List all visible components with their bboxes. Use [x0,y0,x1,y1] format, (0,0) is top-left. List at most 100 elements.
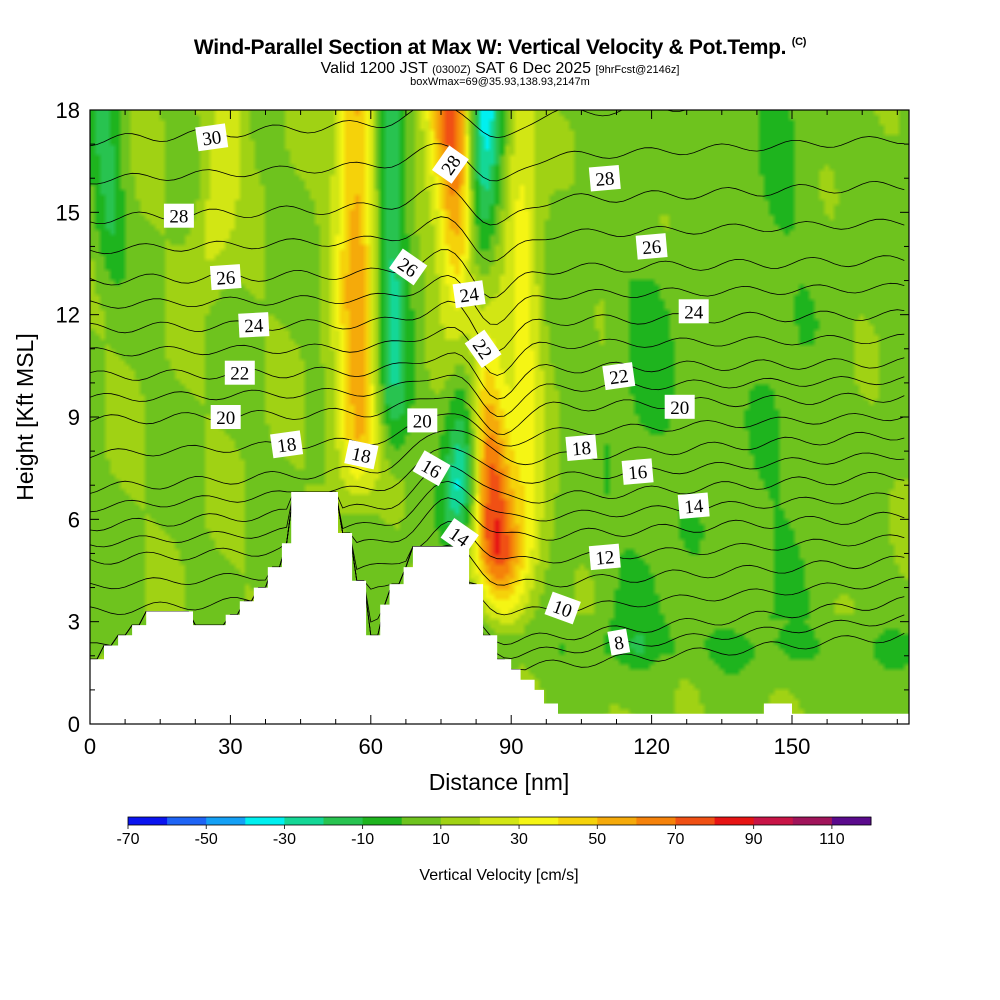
theta-label-text: 22 [608,366,630,389]
theta-contour-line [90,216,905,262]
colorbar-segment [323,817,364,825]
y-tick-label: 6 [68,507,80,532]
colorbar-segment [245,817,285,825]
colorbar-tick-label: 50 [588,831,606,848]
theta-label-text: 22 [230,364,249,385]
valid-prefix: Valid 1200 JST [320,60,428,77]
theta-label: 18 [344,439,379,470]
colorbar-frame [127,816,872,826]
theta-label: 28 [163,203,194,228]
theta-label: 8 [607,628,631,656]
y-tick-label: 9 [68,405,80,430]
theta-contour-line [90,491,905,565]
theta-contour-line [90,491,905,615]
theta-label-bg [607,628,631,656]
boxwmax-info: boxWmax=69@35.93,138.93,2147m [410,76,590,88]
theta-label-text: 18 [276,434,298,457]
theta-label-bg [544,591,581,625]
theta-label-text: 30 [201,127,223,150]
theta-label-text: 26 [641,237,662,260]
theta-label-text: 28 [169,207,188,228]
theta-label-text: 20 [670,398,689,419]
colorbar-segment [362,817,403,825]
theta-label: 16 [621,458,654,485]
axis-ticks: 0 30 60 90 120 150 0 3 6 9 12 15 18 [56,98,909,759]
theta-contour-line [90,326,905,376]
forecast-info: [9hrFcst@2146z] [595,64,680,76]
colorbar-segment [792,817,833,825]
theta-label: 14 [677,492,710,519]
theta-label-text: 14 [683,496,704,519]
colorbar-tick-label: -10 [351,831,374,848]
theta-label-bg [209,264,242,291]
theta-label-bg [440,517,479,555]
theta-label-bg [565,434,598,461]
theta-label-bg [452,280,486,309]
colorbar-tick-label: 30 [510,831,528,848]
theta-label: 28 [588,164,621,192]
theta-contour-line [90,464,905,532]
theta-label-bg [195,123,229,152]
theta-contour-line [90,491,905,590]
theta-label-bg [210,405,241,429]
theta-label-text: 26 [216,267,236,289]
theta-label-bg [588,164,621,192]
theta-contour-line [90,480,905,548]
theta-label-bg [678,299,709,324]
theta-label: 22 [602,362,636,391]
colorbar-segment [284,817,324,825]
theta-label-bg [344,439,379,470]
title-mark: (C) [791,36,807,48]
theta-contour-line [90,374,905,417]
theta-label-bg [635,233,668,260]
chart-subtitle-valid: Valid 1200 JST (0300Z) SAT 6 Dec 2025 [9… [0,60,1000,78]
x-tick-label: 30 [218,734,242,759]
theta-contour-line [90,180,905,226]
theta-label-bg [431,145,469,184]
theta-label-text: 24 [244,315,265,337]
x-tick-label: 60 [359,734,383,759]
colorbar-segment [675,817,716,825]
colorbar-tick-label: -50 [195,831,218,848]
theta-label-text: 28 [595,168,616,191]
colorbar-label: Vertical Velocity [cm/s] [419,867,578,884]
theta-label-text: 18 [350,444,373,468]
theta-label-bg [602,362,636,391]
colorbar-segment [206,817,246,825]
x-tick-label: 120 [633,734,670,759]
theta-label-text: 24 [458,284,480,308]
colorbar-segment [167,817,207,825]
theta-label: 30 [195,123,229,152]
y-tick-label: 12 [56,303,80,328]
theta-label: 18 [565,434,598,461]
theta-label-bg [407,408,438,433]
colorbar-segment [519,817,559,825]
y-tick-label: 18 [56,98,80,123]
theta-label-bg [238,312,270,338]
colorbar: -70 -50 -30 -10 10 30 50 70 90 110 [116,816,872,848]
valid-date: SAT 6 Dec 2025 [475,60,591,77]
theta-contour-line [90,274,905,325]
theta-label: 20 [210,405,241,429]
theta-label: 20 [664,394,695,419]
theta-contour-line [90,429,905,494]
colorbar-segment [128,817,168,825]
theta-label-text: 12 [595,547,616,570]
theta-label-text: 20 [413,411,432,432]
colorbar-tick-label: 90 [745,831,763,848]
colorbar-segment [597,817,637,825]
theta-label-bg [389,248,428,286]
colorbar-segment [401,817,442,825]
y-tick-label: 15 [56,200,80,225]
theta-label-bg [677,492,710,519]
terrain-mask [90,492,909,724]
theta-label-text: 24 [684,302,704,323]
y-tick-label: 3 [68,610,80,635]
colorbar-segment [831,817,872,825]
theta-contour-line [90,413,905,459]
colorbar-tick-label: 110 [819,831,845,848]
theta-label-bg [224,360,255,385]
theta-label-text: 16 [627,462,648,485]
